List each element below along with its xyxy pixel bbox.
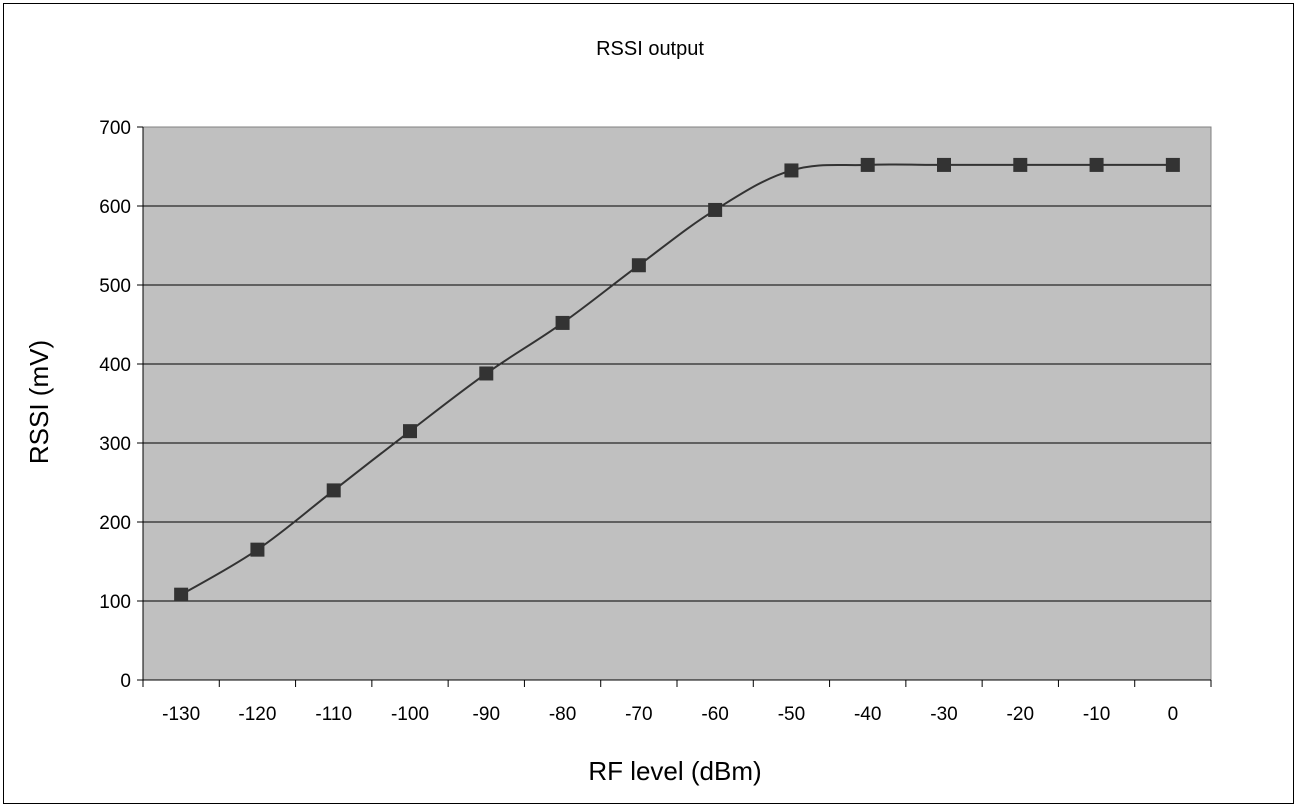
data-point-marker xyxy=(784,163,799,178)
x-tick-label: -50 xyxy=(778,704,805,725)
gridlines xyxy=(143,205,1211,602)
data-point-marker xyxy=(708,202,723,217)
y-tick-label: 400 xyxy=(99,355,131,376)
data-point-marker xyxy=(250,542,265,557)
y-tick-label: 0 xyxy=(120,671,131,692)
x-tick-label: -120 xyxy=(238,704,276,725)
x-tick-label: 0 xyxy=(1168,704,1179,725)
data-point-marker xyxy=(860,157,875,172)
y-tick-label: 600 xyxy=(99,197,131,218)
data-point-marker xyxy=(326,483,341,498)
data-point-marker xyxy=(479,366,494,381)
x-tick-label: -10 xyxy=(1083,704,1110,725)
x-tick-label: -100 xyxy=(391,704,429,725)
data-point-marker xyxy=(1165,157,1180,172)
x-axis-label: RF level (dBm) xyxy=(588,756,761,786)
x-tick-label: -30 xyxy=(930,704,957,725)
data-point-marker xyxy=(937,157,951,172)
y-tick-label: 300 xyxy=(99,434,131,455)
x-tick-label: -110 xyxy=(315,704,352,725)
y-tick-label: 200 xyxy=(99,513,131,534)
data-point-marker xyxy=(403,424,417,439)
plot-area xyxy=(142,126,1212,681)
y-tick-label: 500 xyxy=(99,276,131,297)
y-tick-label: 100 xyxy=(99,592,131,613)
y-tick-label: 700 xyxy=(99,118,131,139)
x-tick-label: -60 xyxy=(701,704,728,725)
data-point-marker xyxy=(631,258,646,273)
data-point-marker xyxy=(555,315,570,330)
data-point-marker xyxy=(174,587,189,602)
x-tick-label: -40 xyxy=(854,704,881,725)
y-axis-label: RSSI (mV) xyxy=(24,340,54,464)
data-point-marker xyxy=(1089,157,1104,172)
x-tick-label: -80 xyxy=(549,704,576,725)
x-tick-label: -70 xyxy=(625,704,652,725)
y-axis-ticks: 0 100 200 300 400 500 600 700 xyxy=(99,118,143,692)
x-tick-label: -90 xyxy=(473,704,500,725)
x-tick-label: -130 xyxy=(162,704,200,725)
series-group xyxy=(174,157,1180,602)
x-axis-ticks: -130 -120 -110 -100 -90 -80 -70 -60 -50 -40 -30 -20… xyxy=(142,680,1212,725)
data-point-marker xyxy=(1013,157,1028,172)
chart-title: RSSI output xyxy=(596,38,704,60)
x-tick-label: -20 xyxy=(1007,704,1034,725)
